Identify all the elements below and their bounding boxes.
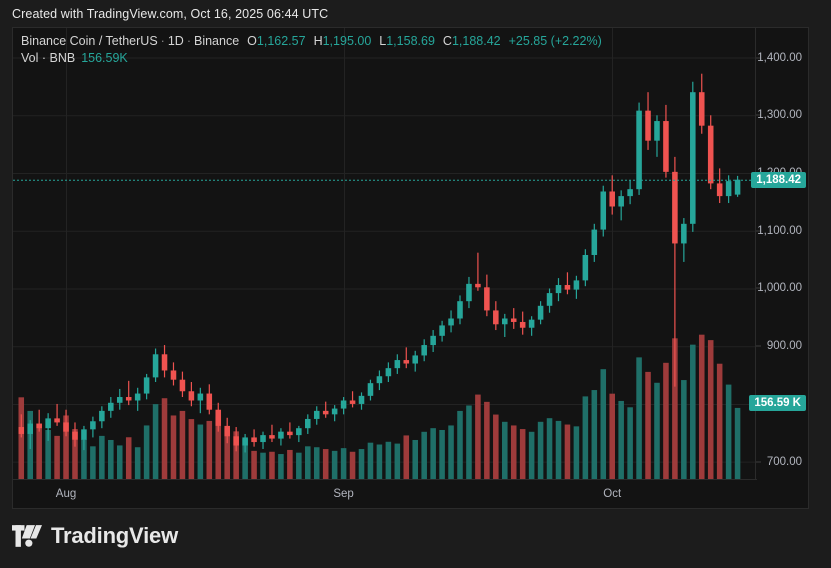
price-tick-dash: [756, 461, 761, 463]
price-tick-label: 1,000.00: [757, 282, 802, 295]
price-scale[interactable]: 1,400.001,300.001,200.001,100.001,000.00…: [749, 28, 808, 508]
chart-panel[interactable]: Binance Coin / TetherUS · 1D · Binance O…: [12, 27, 809, 509]
price-tick-dash: [756, 114, 761, 116]
tradingview-brand-text: TradingView: [51, 523, 178, 548]
tradingview-logo-icon: [12, 525, 42, 547]
last-price-badge: 1,188.42: [751, 171, 806, 188]
plot-area[interactable]: [13, 28, 757, 479]
price-tick-dash: [756, 230, 761, 232]
price-tick-label: 1,100.00: [757, 224, 802, 237]
time-scale[interactable]: Aug Sep Oct: [13, 479, 757, 508]
time-tick-label: Oct: [603, 488, 622, 500]
price-tick-label: 1,300.00: [757, 109, 802, 122]
candlestick-volume-series: [13, 73, 757, 479]
volume-badge: 156.59 K: [749, 394, 806, 411]
price-tick-label: 900.00: [766, 340, 802, 353]
time-tick-label: Aug: [55, 488, 77, 500]
price-tick-dash: [756, 57, 761, 59]
tradingview-footer: TradingView: [12, 519, 178, 553]
price-tick-dash: [756, 287, 761, 289]
attribution-text: Created with TradingView.com, Oct 16, 20…: [12, 6, 329, 21]
price-tick-dash: [756, 345, 761, 347]
attribution-banner: Created with TradingView.com, Oct 16, 20…: [0, 0, 831, 27]
time-tick-label: Sep: [333, 488, 354, 500]
price-tick-label: 1,400.00: [757, 51, 802, 64]
price-tick-label: 700.00: [766, 455, 802, 468]
